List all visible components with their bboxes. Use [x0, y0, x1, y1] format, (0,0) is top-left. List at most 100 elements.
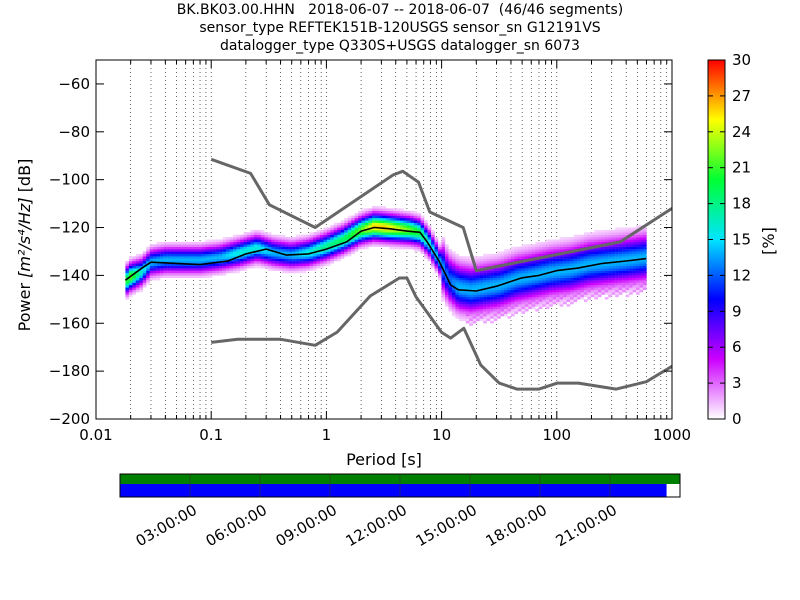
density-cell [292, 270, 296, 274]
density-cell [333, 256, 338, 259]
density-cell [570, 237, 574, 240]
density-cell [462, 282, 467, 286]
density-cell [198, 241, 203, 245]
density-cell [413, 217, 418, 221]
density-cell [455, 253, 460, 257]
density-cell [458, 270, 463, 274]
density-cell [135, 284, 140, 288]
density-cell [326, 258, 331, 262]
density-cell [507, 299, 512, 302]
density-cell [368, 220, 373, 223]
density-cell [524, 308, 529, 312]
density-cell [253, 234, 258, 238]
density-cell [396, 225, 401, 228]
density-cell [354, 227, 359, 231]
density-cell [455, 263, 460, 267]
density-cell [601, 270, 605, 274]
density-cell [302, 261, 307, 264]
density-cell [337, 225, 341, 228]
density-cell [642, 251, 647, 255]
density-cell [243, 268, 248, 271]
density-cell [142, 268, 147, 271]
density-cell [448, 284, 453, 288]
density-cell [458, 282, 463, 286]
density-cell [243, 244, 248, 247]
density-cell [469, 311, 473, 314]
density-cell [139, 282, 143, 286]
density-cell [490, 292, 494, 295]
density-cell [229, 261, 234, 264]
density-cell [601, 268, 605, 271]
density-cell [271, 246, 275, 250]
density-cell [597, 292, 602, 295]
density-cell [163, 263, 168, 267]
density-cell [292, 249, 296, 252]
density-cell [420, 232, 425, 235]
density-cell [566, 249, 571, 252]
density-cell [292, 251, 296, 255]
density-cell [417, 227, 421, 231]
density-cell [642, 280, 647, 283]
density-cell [295, 239, 300, 243]
density-cell [323, 261, 328, 264]
density-cell [497, 282, 501, 286]
density-cell [636, 273, 640, 276]
density-cell [465, 294, 470, 298]
density-cell [205, 270, 209, 274]
density-cell [559, 284, 564, 288]
density-cell [215, 241, 220, 245]
density-cell [351, 241, 355, 245]
density-cell [424, 227, 428, 231]
density-cell [465, 282, 470, 286]
density-cell [406, 210, 411, 214]
y-tick-label: −180 [49, 362, 90, 380]
density-cell [240, 265, 244, 269]
density-cell [465, 311, 470, 314]
density-cell [222, 265, 227, 269]
density-cell [590, 292, 595, 295]
density-cell [146, 246, 150, 250]
density-cell [299, 246, 303, 250]
density-cell [267, 261, 272, 264]
density-cell [396, 239, 401, 243]
density-cell [497, 308, 501, 312]
density-cell [462, 313, 467, 317]
density-cell [556, 239, 560, 243]
density-cell [191, 258, 196, 262]
density-cell [462, 308, 467, 312]
density-cell [417, 217, 421, 221]
density-cell [604, 239, 609, 243]
density-cell [507, 273, 512, 276]
density-cell [347, 222, 352, 226]
density-cell [351, 251, 355, 255]
density-cell [451, 256, 456, 259]
density-cell [531, 256, 536, 259]
density-cell [507, 268, 512, 271]
density-cell [629, 237, 633, 240]
density-cell [528, 296, 533, 300]
density-cell [344, 237, 348, 240]
density-cell [636, 249, 640, 252]
density-cell [212, 244, 216, 247]
density-cell [444, 244, 449, 247]
density-cell [309, 232, 314, 235]
density-cell [538, 299, 543, 302]
density-cell [629, 246, 633, 250]
mode-line-group [124, 226, 647, 292]
density-cell [330, 232, 335, 235]
density-cell [163, 270, 168, 274]
density-cell [375, 220, 380, 223]
density-cell [639, 284, 644, 288]
density-cell [132, 263, 137, 267]
density-cell [226, 251, 230, 255]
density-cell [545, 239, 550, 243]
density-cell [545, 275, 550, 278]
density-cell [559, 275, 564, 278]
density-cell [316, 261, 321, 264]
density-cell [281, 253, 286, 257]
density-cell [337, 229, 341, 233]
density-cell [528, 277, 533, 281]
density-cell [229, 239, 234, 243]
density-cell [458, 306, 463, 310]
density-cell [510, 287, 515, 290]
